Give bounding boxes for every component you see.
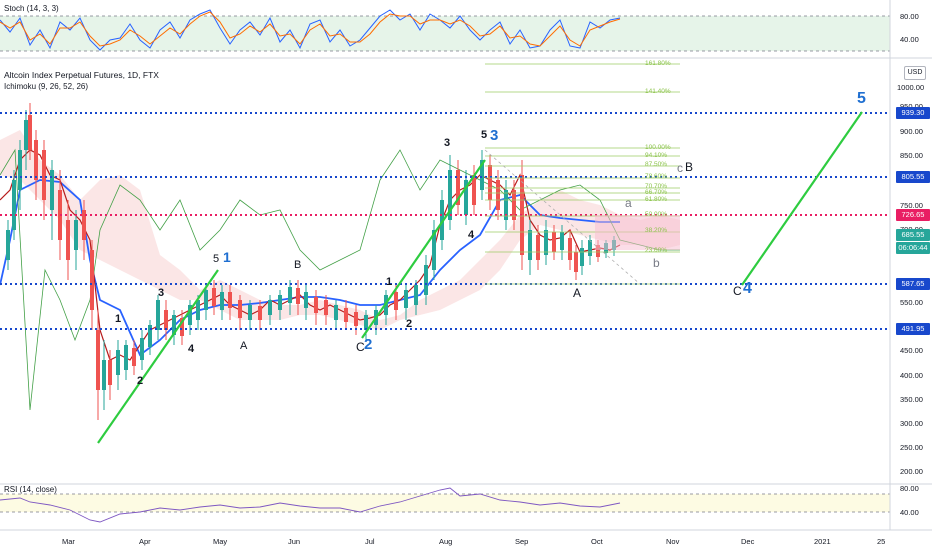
- stoch-indicator-label[interactable]: Stoch (14, 3, 3): [4, 4, 59, 13]
- tenkan-line: [0, 149, 621, 361]
- wave-label-4-major: 4: [743, 280, 752, 297]
- main-pane: [0, 63, 890, 444]
- stoch-k-line: [0, 9, 621, 51]
- wave-label-a2: A: [573, 286, 582, 300]
- fib-label: 66.70%: [645, 189, 668, 196]
- date-label: May: [213, 537, 228, 546]
- fib-label: 70.70%: [645, 183, 668, 190]
- wave-label-2: 2: [137, 375, 144, 387]
- price-axis-label: 200.00: [900, 467, 923, 476]
- wave-label-sub-a: a: [625, 196, 632, 210]
- countdown-tag: 06:06:44: [896, 242, 930, 254]
- wave-label-2-major: 2: [364, 336, 373, 353]
- rsi-indicator-label[interactable]: RSI (14, close): [4, 485, 57, 494]
- trendline-wave1: [97, 269, 219, 444]
- wave-label-1: 1: [115, 313, 122, 325]
- price-axis-label: 350.00: [900, 395, 923, 404]
- fib-label: 50.00%: [645, 211, 668, 218]
- ichimoku-cloud: [0, 130, 680, 330]
- date-label: Apr: [139, 537, 151, 546]
- date-label: 25: [877, 537, 886, 546]
- projection-dashed: [484, 149, 641, 285]
- fib-label: 161.80%: [645, 60, 671, 67]
- price-tag-805: 805.55: [896, 171, 930, 183]
- fib-label: 38.20%: [645, 227, 668, 234]
- fib-label: 23.60%: [645, 247, 668, 254]
- price-axis-label: 300.00: [900, 419, 923, 428]
- stoch-axis-80: 80.00: [900, 12, 919, 21]
- wave-label-4: 4: [188, 343, 195, 355]
- price-axis-label: 850.00: [900, 151, 923, 160]
- price-tag-last: 685.55: [896, 229, 930, 241]
- price-tag-726: 726.65: [896, 209, 930, 221]
- date-label: Mar: [62, 537, 75, 546]
- date-label: 2021: [814, 537, 831, 546]
- fib-label: 141.40%: [645, 88, 671, 95]
- date-label: Jul: [365, 537, 375, 546]
- price-axis-label: 250.00: [900, 443, 923, 452]
- wave-label-5b: 5: [481, 129, 488, 141]
- fib-label: 94.10%: [645, 152, 668, 159]
- wave-label-1b: 1: [386, 276, 393, 288]
- wave-label-b: B: [294, 259, 302, 271]
- wave-label-5: 5: [213, 253, 220, 265]
- fib-label: 100.00%: [645, 144, 671, 151]
- wave-label-2b: 2: [406, 318, 413, 330]
- wave-label-1-major: 1: [223, 249, 231, 265]
- date-label: Aug: [439, 537, 453, 546]
- rsi-axis-80: 80.00: [900, 484, 919, 493]
- price-axis-label: 550.00: [900, 298, 923, 307]
- wave-label-4b: 4: [468, 229, 475, 241]
- fib-label: 87.50%: [645, 161, 668, 168]
- rsi-pane: [0, 487, 890, 523]
- rsi-line: [0, 487, 621, 523]
- wave-label-sub-c: c: [677, 161, 683, 175]
- stoch-d-line: [0, 11, 621, 47]
- price-axis-label: 450.00: [900, 346, 923, 355]
- date-label: Sep: [515, 537, 529, 546]
- fib-zone: [595, 215, 680, 250]
- fib-retracement: [485, 63, 680, 285]
- date-label: Dec: [741, 537, 755, 546]
- date-label: Oct: [591, 537, 603, 546]
- rsi-axis-40: 40.00: [900, 508, 919, 517]
- price-tag-939: 939.30: [896, 107, 930, 119]
- wave-label-b2: B: [685, 160, 694, 174]
- currency-button[interactable]: USD: [904, 66, 926, 80]
- wave-label-3: 3: [158, 287, 165, 299]
- wave-label-c2: C: [733, 284, 742, 298]
- fib-label: 78.60%: [645, 173, 668, 180]
- wave-label-3b: 3: [444, 137, 451, 149]
- wave-label-c: C: [356, 340, 365, 354]
- wave-label-3-major: 3: [490, 127, 499, 144]
- trendline-wave5: [741, 111, 863, 286]
- stoch-axis-40: 40.00: [900, 35, 919, 44]
- price-axis-label: 900.00: [900, 127, 923, 136]
- date-label: Jun: [288, 537, 301, 546]
- price-axis-label: 750.00: [900, 201, 923, 210]
- trendline-wave3: [361, 159, 486, 339]
- wave-label-a: A: [240, 340, 248, 352]
- chart-title: Altcoin Index Perpetual Futures, 1D, FTX: [4, 70, 159, 80]
- wave-label-sub-b: b: [653, 256, 660, 270]
- stoch-pane: [0, 9, 890, 52]
- price-tag-491: 491.95: [896, 323, 930, 335]
- price-axis-label: 1000.00: [897, 83, 925, 92]
- ichimoku-indicator-label[interactable]: Ichimoku (9, 26, 52, 26): [4, 82, 89, 91]
- price-tag-587: 587.65: [896, 278, 930, 290]
- price-axis-label: 950.00: [900, 102, 923, 111]
- price-axis-label: 400.00: [900, 371, 923, 380]
- wave-label-5-major: 5: [857, 90, 866, 107]
- fib-label: 61.80%: [645, 196, 668, 203]
- date-label: Nov: [666, 537, 680, 546]
